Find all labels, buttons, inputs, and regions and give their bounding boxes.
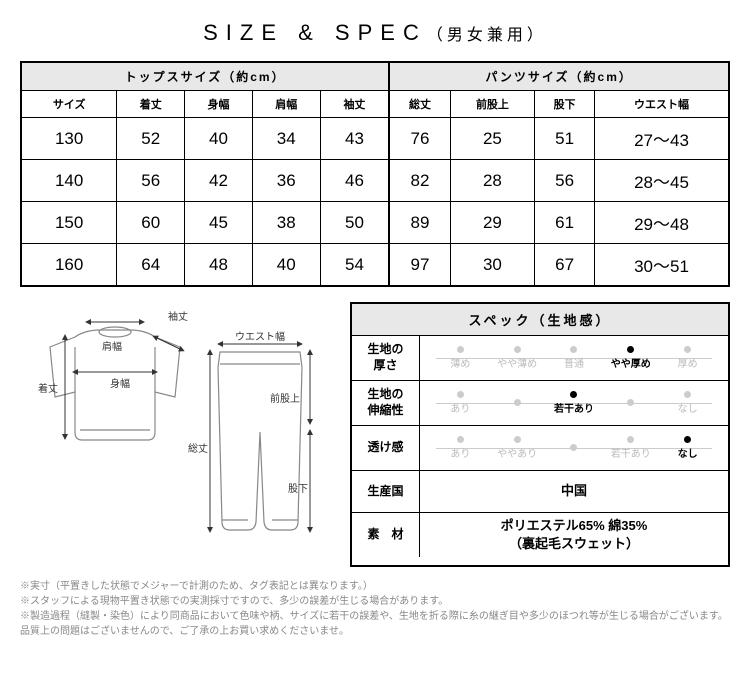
- footnotes: ※実寸（平置きした状態でメジャーで計測のため、タグ表記とは異なります。）※スタッ…: [20, 579, 730, 639]
- spec-row: 生地の伸縮性あり若干ありなし: [352, 381, 728, 426]
- svg-text:袖丈: 袖丈: [168, 310, 188, 323]
- svg-text:前股上: 前股上: [270, 392, 300, 405]
- svg-text:総丈: 総丈: [188, 442, 208, 455]
- table-row: 1305240344376255127〜43: [21, 118, 729, 160]
- spec-row: 生産国中国: [352, 471, 728, 513]
- spec-row: 生地の厚さ薄めやや薄め普通やや厚め厚め: [352, 336, 728, 381]
- svg-text:身幅: 身幅: [110, 377, 130, 390]
- table-row: 1405642364682285628〜45: [21, 160, 729, 202]
- svg-text:肩幅: 肩幅: [102, 340, 122, 353]
- size-table: トップスサイズ（約cm） パンツサイズ（約cm） サイズ着丈 身幅肩幅 袖丈総丈…: [20, 61, 730, 287]
- svg-text:着丈: 着丈: [38, 382, 58, 395]
- spec-row: 素 材ポリエステル65% 綿35%（裏起毛スウェット）: [352, 513, 728, 557]
- svg-text:ウエスト幅: ウエスト幅: [235, 330, 285, 343]
- spec-row: 透け感ありややあり若干ありなし: [352, 426, 728, 471]
- table-row: 1506045385089296129〜48: [21, 202, 729, 244]
- column-headers: サイズ着丈 身幅肩幅 袖丈総丈 前股上股下 ウエスト幅: [21, 91, 729, 118]
- tops-header: トップスサイズ（約cm）: [21, 62, 389, 91]
- svg-text:股下: 股下: [288, 483, 308, 495]
- pants-header: パンツサイズ（約cm）: [389, 62, 729, 91]
- spec-title: スペック（生地感）: [352, 304, 728, 336]
- table-row: 1606448405497306730〜51: [21, 244, 729, 287]
- spec-box: スペック（生地感） 生地の厚さ薄めやや薄め普通やや厚め厚め生地の伸縮性あり若干あ…: [350, 302, 730, 567]
- garment-diagram: 袖丈 肩幅 身幅 着丈 ウエスト幅 前股上 総丈 股下: [20, 302, 340, 567]
- page-title: SIZE & SPEC（男女兼用）: [20, 20, 730, 46]
